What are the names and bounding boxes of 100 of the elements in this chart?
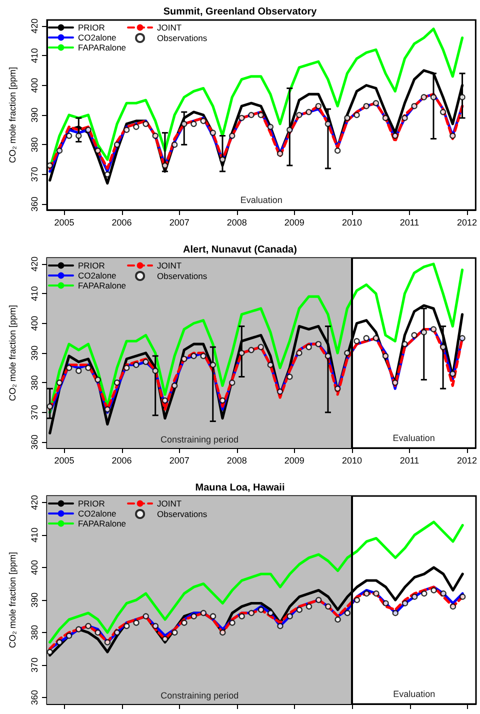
point	[162, 397, 168, 404]
point	[66, 132, 72, 139]
x-tick-label: 2008	[226, 456, 247, 466]
legend-label: PRIOR	[78, 260, 105, 270]
point	[286, 613, 293, 620]
x-tick-label: 2005	[54, 456, 74, 466]
y-tick-label: 390	[30, 592, 40, 608]
point	[306, 603, 312, 610]
point	[142, 613, 149, 620]
x-tick-label: 2010	[342, 456, 362, 466]
point	[229, 380, 236, 386]
point	[94, 376, 101, 383]
point	[220, 629, 226, 636]
x-tick-label: 2009	[284, 456, 304, 466]
point	[324, 120, 332, 128]
point	[229, 620, 236, 626]
legend-label: CO2alone	[78, 508, 117, 518]
point	[276, 388, 284, 395]
point	[210, 362, 216, 368]
x-tick-label: 2008	[226, 218, 247, 228]
x-tick-label: 2011	[400, 218, 420, 228]
point	[430, 94, 437, 100]
point	[373, 590, 380, 597]
y-tick-label: 360	[30, 434, 40, 450]
point	[114, 142, 120, 148]
point	[450, 603, 456, 610]
point	[56, 380, 63, 386]
point	[440, 344, 446, 350]
point	[76, 368, 82, 374]
point	[142, 120, 149, 128]
point	[372, 335, 380, 342]
point	[248, 112, 254, 118]
legend-label: PRIOR	[78, 22, 105, 32]
point	[229, 132, 236, 139]
y-axis-title: CO₂ mole fraction [ppm]	[8, 66, 18, 164]
point	[363, 102, 370, 110]
point	[123, 126, 130, 133]
legend-label: CO2alone	[78, 270, 117, 280]
y-tick-label: 380	[30, 375, 40, 390]
point	[152, 622, 159, 630]
point	[296, 112, 302, 118]
point	[66, 364, 72, 371]
y-tick-label: 390	[30, 345, 40, 361]
point	[440, 590, 446, 597]
point	[306, 108, 312, 116]
point	[450, 370, 456, 377]
point	[363, 590, 370, 597]
x-tick-label: 2012	[457, 218, 478, 228]
point	[402, 114, 408, 122]
point	[152, 368, 158, 374]
point	[133, 620, 140, 626]
point	[316, 596, 322, 604]
point	[210, 130, 216, 136]
y-tick-label: 390	[30, 107, 40, 123]
point	[181, 356, 188, 362]
point	[440, 108, 446, 116]
point	[46, 403, 53, 410]
point	[133, 362, 140, 368]
legend-label: CO2alone	[78, 32, 117, 42]
point	[276, 150, 284, 157]
y-tick-label: 420	[30, 494, 40, 510]
point	[267, 124, 274, 130]
y-tick-label: 410	[30, 48, 40, 64]
point	[315, 102, 322, 110]
point	[344, 350, 350, 356]
y-tick-label: 400	[30, 560, 40, 576]
x-tick-label: 2005	[54, 218, 74, 228]
point	[114, 380, 120, 386]
point	[382, 114, 389, 122]
point	[354, 596, 360, 604]
point	[238, 114, 245, 122]
point	[402, 600, 408, 606]
legend-label: FAPARalone	[78, 280, 126, 290]
y-tick-label: 370	[30, 404, 40, 420]
x-tick-label: 2007	[169, 456, 190, 466]
point	[171, 142, 178, 148]
point	[459, 594, 466, 600]
x-tick-label: 2006	[112, 218, 132, 228]
point	[181, 620, 188, 626]
annotation: Evaluation	[392, 433, 435, 443]
point	[104, 639, 111, 646]
point	[268, 610, 274, 616]
point	[162, 636, 168, 642]
y-tick-label: 370	[30, 657, 40, 673]
y-tick-label: 400	[30, 78, 40, 93]
point	[334, 148, 341, 154]
point	[450, 132, 456, 139]
point	[248, 610, 255, 616]
point	[114, 629, 120, 636]
y-tick-label: 360	[30, 196, 40, 212]
legend-label: FAPARalone	[78, 42, 126, 52]
point	[334, 386, 341, 392]
y-tick-label: 400	[30, 316, 40, 331]
point	[46, 162, 53, 169]
point	[162, 162, 168, 169]
y-tick-label: 410	[30, 527, 40, 543]
legend-label: Observations	[157, 271, 208, 281]
point	[392, 380, 398, 386]
point	[190, 352, 197, 360]
x-tick-label: 2010	[342, 218, 362, 228]
